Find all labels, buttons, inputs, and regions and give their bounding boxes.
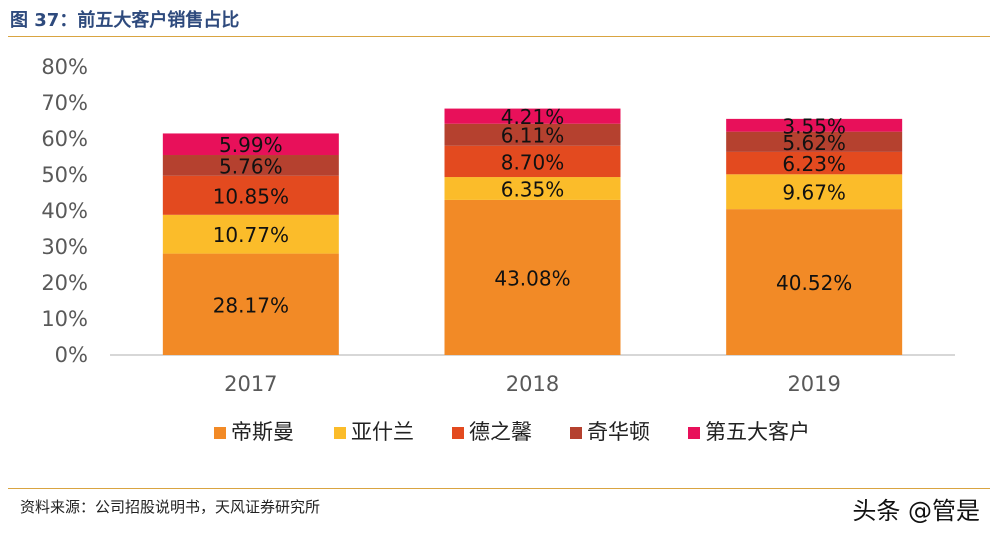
bar-segment-2018-4 — [444, 123, 621, 146]
legend-label: 帝斯曼 — [231, 420, 294, 444]
y-tick-label: 80% — [41, 55, 88, 79]
y-tick-label: 70% — [41, 91, 88, 115]
legend-label: 第五大客户 — [705, 420, 810, 444]
bar-segment-2018-3 — [444, 145, 621, 178]
data-label: 10.85% — [213, 184, 289, 208]
bar-segment-2018-1 — [444, 199, 621, 355]
legend-label: 亚什兰 — [351, 420, 414, 444]
legend-swatch — [452, 427, 464, 439]
y-tick-label: 30% — [41, 235, 88, 259]
bar-segment-2019-4 — [726, 131, 903, 152]
bar-segment-2017-4 — [162, 155, 339, 176]
bar-segment-2019-1 — [726, 209, 903, 355]
bar-segment-2018-2 — [444, 177, 621, 200]
data-label: 28.17% — [213, 293, 289, 317]
bar-segment-2019-5 — [726, 118, 903, 132]
y-tick-label: 50% — [41, 163, 88, 187]
x-tick-label: 2019 — [787, 372, 840, 396]
top-rule — [8, 36, 990, 37]
x-tick-label: 2017 — [224, 372, 277, 396]
data-label: 3.55% — [782, 114, 846, 138]
data-label: 40.52% — [776, 271, 852, 295]
y-tick-label: 10% — [41, 307, 88, 331]
bar-segment-2017-3 — [162, 175, 339, 215]
stacked-bar-chart: 0% 10% 20% 30% 40% 50% 60% 70% 80% 28.17% 10.77% 10… — [41, 55, 955, 444]
data-label: 4.21% — [501, 105, 565, 129]
bar-segment-2019-2 — [726, 174, 903, 210]
y-tick-label: 20% — [41, 271, 88, 295]
bottom-rule — [8, 488, 990, 489]
data-label: 6.23% — [782, 152, 846, 176]
data-label: 6.35% — [501, 177, 565, 201]
legend-swatch — [334, 427, 346, 439]
data-label: 43.08% — [494, 266, 570, 290]
legend-label: 奇华顿 — [587, 420, 650, 444]
legend-swatch — [214, 427, 226, 439]
bar-segment-2017-1 — [162, 253, 339, 355]
data-label: 10.77% — [213, 223, 289, 247]
bar-segment-2017-5 — [162, 133, 339, 156]
data-label: 8.70% — [501, 150, 565, 174]
source-note: 资料来源：公司招股说明书，天风证券研究所 — [20, 498, 321, 516]
figure-title: 图 37：前五大客户销售占比 — [10, 10, 240, 31]
data-label: 5.62% — [782, 131, 846, 155]
y-tick-label: 40% — [41, 199, 88, 223]
data-label: 5.76% — [219, 154, 283, 178]
watermark: 头条 @管是 — [852, 497, 980, 525]
data-label: 5.99% — [219, 133, 283, 157]
legend-swatch — [570, 427, 582, 439]
x-tick-label: 2018 — [506, 372, 559, 396]
data-label: 6.11% — [501, 124, 565, 148]
bar-segment-2017-2 — [162, 214, 339, 254]
y-tick-label: 60% — [41, 127, 88, 151]
legend-swatch — [688, 427, 700, 439]
bar-segment-2019-3 — [726, 151, 903, 175]
bar-segment-2018-5 — [444, 108, 621, 124]
data-label: 9.67% — [782, 181, 846, 205]
y-tick-label: 0% — [55, 343, 88, 367]
legend-label: 德之馨 — [469, 420, 532, 444]
